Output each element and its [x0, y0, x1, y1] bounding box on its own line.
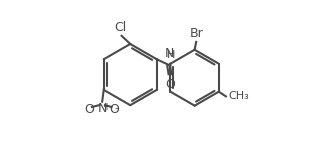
Text: CH₃: CH₃	[229, 91, 250, 101]
Text: H: H	[166, 50, 175, 60]
Text: N: N	[97, 103, 107, 115]
Text: Cl: Cl	[114, 21, 127, 34]
Text: O: O	[85, 103, 94, 116]
Text: +: +	[102, 103, 110, 112]
Text: N: N	[164, 47, 174, 60]
Text: O: O	[166, 78, 175, 91]
Text: Br: Br	[190, 27, 204, 40]
Text: O: O	[109, 103, 119, 116]
Text: -: -	[115, 103, 119, 113]
